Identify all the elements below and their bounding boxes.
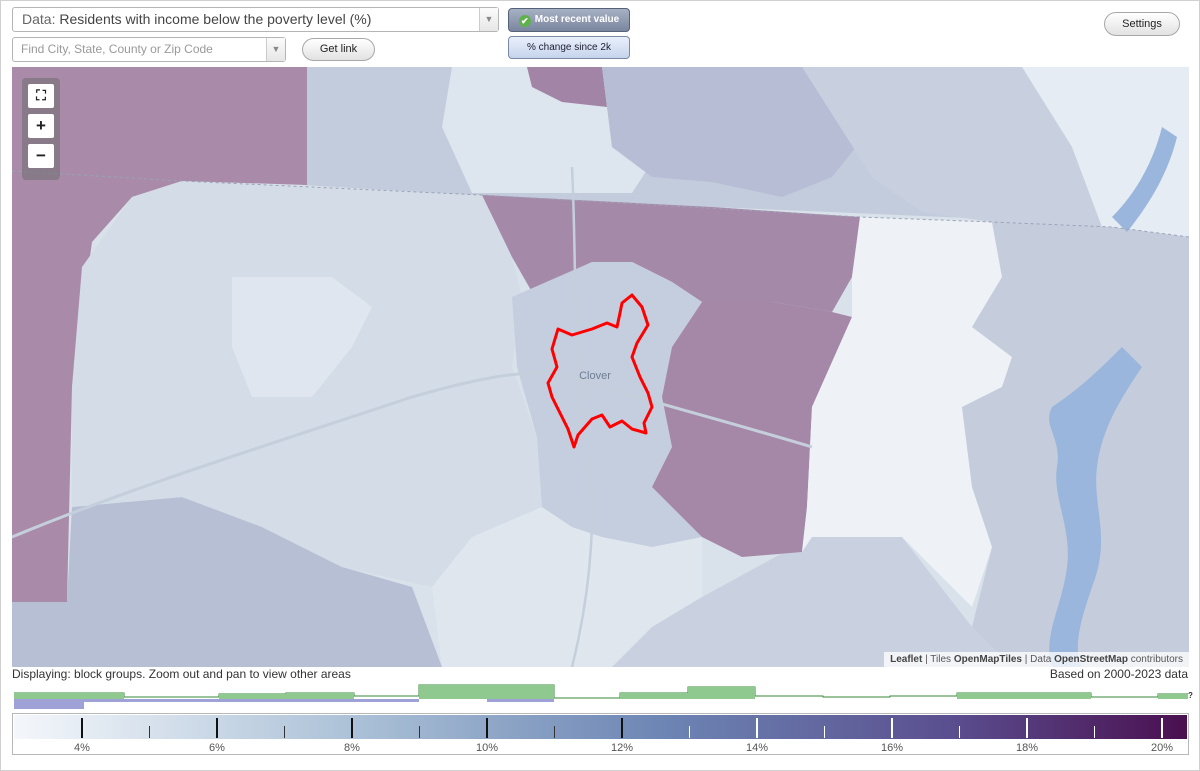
histogram-selected-bar <box>84 699 419 702</box>
attribution: Leaflet | Tiles OpenMapTiles | Data Open… <box>884 652 1189 667</box>
histogram-bar <box>688 687 755 699</box>
histogram-bar <box>419 685 554 699</box>
zoom-out-button[interactable]: − <box>28 144 54 168</box>
lake-wylie <box>1049 347 1142 667</box>
legend-tick-label: 14% <box>746 742 768 754</box>
legend-tick-label: 16% <box>881 742 903 754</box>
legend-tick-label: 20% <box>1151 742 1173 754</box>
histogram <box>14 684 1188 709</box>
search-placeholder: Find City, State, County or Zip Code <box>21 42 213 56</box>
region-north-mid <box>602 67 892 197</box>
data-select-value: Residents with income below the poverty … <box>59 11 372 27</box>
selected-area-outline[interactable] <box>546 293 654 449</box>
data-range-status: Based on 2000-2023 data <box>1049 667 1188 681</box>
attribution-contributors: contributors <box>1127 654 1183 665</box>
region-central-west-light <box>232 277 372 397</box>
region-clover <box>512 262 702 547</box>
legend-tick-label: 8% <box>344 742 360 754</box>
region-north-clover-purple <box>482 195 860 312</box>
histogram-bar <box>1158 694 1188 699</box>
most-recent-value-button[interactable]: ✔ Most recent value <box>508 8 630 32</box>
displaying-status: Displaying: block groups. Zoom out and p… <box>12 667 351 681</box>
legend-tick-label: 10% <box>476 742 498 754</box>
region-north-purple <box>527 67 607 107</box>
zoom-controls: ⛶ + − <box>22 78 60 180</box>
data-select[interactable]: Data: Residents with income below the po… <box>12 7 499 32</box>
region-east-light <box>802 217 1012 607</box>
histogram-bar <box>620 693 688 699</box>
check-icon: ✔ <box>518 15 531 27</box>
histogram-bar <box>286 693 354 699</box>
attribution-sep1: | Tiles <box>922 654 954 665</box>
histogram-bar <box>957 693 1091 699</box>
region-northeast <box>802 67 1112 227</box>
search-input[interactable]: Find City, State, County or Zip Code ▼ <box>12 37 286 62</box>
chevron-down-icon[interactable]: ▼ <box>479 8 498 31</box>
region-west-purple <box>12 67 307 602</box>
histogram-bar <box>14 693 124 699</box>
attribution-tiles-link[interactable]: OpenMapTiles <box>953 654 1022 665</box>
legend-tick-label: 18% <box>1016 742 1038 754</box>
map-canvas[interactable]: Clover <box>12 67 1189 667</box>
histogram-unknown-marker: ? <box>1188 691 1193 700</box>
get-link-button[interactable]: Get link <box>302 38 375 61</box>
legend-gradient <box>14 715 1187 739</box>
histogram-selected-bar <box>487 699 554 702</box>
zoom-in-button[interactable]: + <box>28 114 54 138</box>
legend-scale: 4% 6% 8% 10% 12% 14% 16% 18% 20% <box>14 715 1187 754</box>
legend-tick-label: 12% <box>611 742 633 754</box>
data-select-prefix: Data: <box>22 11 56 27</box>
attribution-leaflet-link[interactable]: Leaflet <box>890 654 923 665</box>
state-border <box>12 170 1189 238</box>
river <box>1112 127 1177 232</box>
legend-tick-label: 4% <box>74 742 90 754</box>
attribution-sep2: | Data <box>1022 654 1055 665</box>
road <box>570 166 594 667</box>
histogram-selected-bar <box>14 699 84 709</box>
histogram-bar <box>219 694 286 699</box>
search-dropdown-chevron-icon[interactable]: ▼ <box>266 38 285 61</box>
attribution-osm-link[interactable]: OpenStreetMap <box>1054 654 1128 665</box>
city-label: Clover <box>579 370 611 382</box>
road <box>12 371 813 539</box>
most-recent-label: Most recent value <box>534 14 620 25</box>
legend-tick-label: 6% <box>209 742 225 754</box>
settings-button[interactable]: Settings <box>1104 12 1180 36</box>
percent-change-button[interactable]: % change since 2k <box>508 36 630 59</box>
fullscreen-icon[interactable]: ⛶ <box>28 84 54 108</box>
map-view[interactable]: Clover Leaflet | Tiles OpenMapTiles | Da… <box>12 67 1189 667</box>
color-legend: 4% 6% 8% 10% 12% 14% 16% 18% 20% <box>12 713 1189 755</box>
region-southwest <box>12 497 442 667</box>
region-south-central <box>432 507 702 667</box>
region-south <box>612 537 1012 667</box>
